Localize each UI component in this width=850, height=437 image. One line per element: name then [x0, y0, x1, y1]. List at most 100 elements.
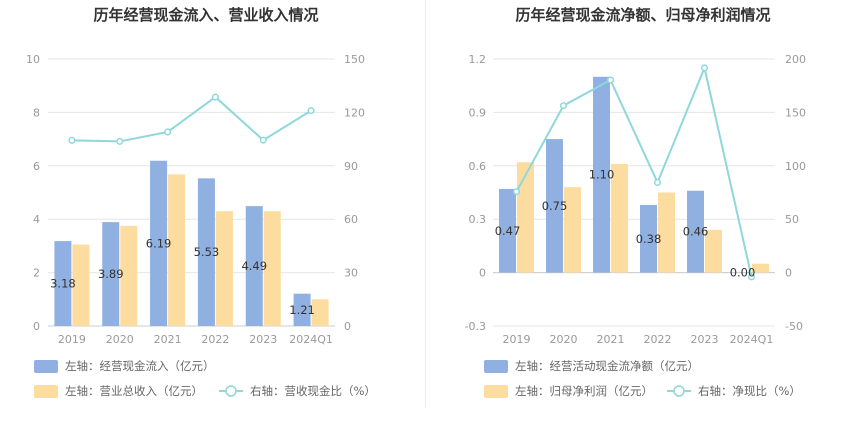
right-y-tick-label: 150	[785, 106, 806, 119]
ratio-line-point	[116, 137, 124, 145]
ratio-line-point	[259, 136, 267, 144]
bar-primary	[687, 190, 704, 273]
bar-secondary	[752, 263, 769, 273]
bar-data-label: 0.75	[542, 199, 568, 213]
left-y-tick-label: 8	[33, 106, 40, 119]
x-tick-label: 2024Q1	[730, 333, 774, 346]
x-tick-label: 2022	[644, 333, 672, 346]
right-y-tick-label: 0	[344, 320, 351, 333]
bar-data-label: 4.49	[241, 259, 267, 273]
ratio-line-point	[68, 136, 76, 144]
ratio-line-point	[559, 102, 568, 110]
bar-secondary	[705, 229, 722, 273]
bar-data-label: 0.38	[636, 232, 662, 246]
bar-primary	[197, 178, 215, 326]
legend-swatch[interactable]	[34, 360, 58, 373]
bar-data-label: 3.89	[98, 267, 124, 281]
x-tick-label: 2020	[106, 333, 134, 346]
bar-secondary	[120, 225, 138, 326]
bar-secondary	[215, 211, 233, 326]
left-y-tick-label: 6	[33, 160, 40, 173]
bar-data-label: 0.46	[683, 225, 709, 239]
chart-title: 历年经营现金流净额、归母净利润情况	[515, 6, 770, 24]
right-y-tick-label: 120	[344, 106, 365, 119]
bar-data-label: 0.00	[730, 266, 756, 280]
ratio-line-point	[606, 76, 615, 84]
bar-primary	[150, 160, 168, 326]
ratio-line-point	[164, 128, 172, 136]
x-tick-label: 2020	[550, 333, 578, 346]
bar-data-label: 1.21	[289, 303, 315, 317]
bar-data-label: 1.10	[589, 168, 615, 182]
x-tick-label: 2019	[503, 333, 531, 346]
ratio-line-point	[747, 273, 756, 281]
bar-data-label: 6.19	[146, 236, 172, 250]
bar-primary	[102, 222, 120, 326]
right-y-tick-label: 150	[344, 53, 365, 66]
bar-data-label: 0.47	[495, 224, 521, 238]
bar-primary	[640, 204, 657, 273]
bar-secondary	[564, 187, 581, 273]
ratio-line-point	[653, 178, 662, 187]
ratio-line-point	[512, 188, 521, 196]
x-tick-label: 2023	[249, 333, 277, 346]
bar-secondary	[611, 164, 628, 273]
bar-primary	[245, 206, 263, 326]
legend-label[interactable]: 左轴：经营现金流入（亿元）	[65, 359, 215, 373]
bar-secondary	[658, 192, 675, 273]
left-y-tick-label: 4	[33, 213, 40, 226]
right-y-tick-label: 200	[785, 53, 806, 66]
legend-swatch[interactable]	[34, 385, 58, 398]
legend-line-marker[interactable]	[673, 385, 685, 397]
ratio-line	[71, 95, 312, 143]
legend-label[interactable]: 左轴：归母净利润（亿元）	[515, 384, 653, 398]
bar-secondary	[263, 211, 281, 326]
left-y-tick-label: -0.3	[465, 320, 486, 333]
bar-secondary	[517, 162, 534, 273]
legend-label[interactable]: 右轴：净现比（%）	[698, 384, 801, 398]
legend-line-marker[interactable]	[225, 385, 237, 397]
left-y-tick-label: 10	[26, 53, 40, 66]
bar-primary	[293, 293, 311, 326]
ratio-line	[515, 64, 753, 278]
right-y-tick-label: 0	[785, 267, 792, 280]
right-y-tick-label: 50	[785, 213, 799, 226]
left-y-tick-label: 1.2	[469, 53, 487, 66]
legend-label[interactable]: 左轴：经营活动现金流净额（亿元）	[515, 359, 699, 373]
right-y-tick-label: -50	[785, 320, 803, 333]
bar-data-label: 5.53	[194, 245, 220, 259]
x-tick-label: 2021	[154, 333, 182, 346]
right-y-tick-label: 60	[344, 213, 358, 226]
x-tick-label: 2019	[58, 333, 86, 346]
x-tick-label: 2023	[691, 333, 719, 346]
ratio-line-point	[307, 107, 315, 115]
legend-swatch[interactable]	[484, 385, 508, 398]
right-y-tick-label: 100	[785, 160, 806, 173]
legend-label[interactable]: 左轴：营业总收入（亿元）	[65, 384, 203, 398]
x-tick-label: 2021	[597, 333, 625, 346]
left-y-tick-label: 2	[33, 267, 40, 280]
bar-primary	[593, 76, 610, 273]
bar-primary	[546, 139, 563, 273]
right-y-tick-label: 90	[344, 160, 358, 173]
legend-label[interactable]: 右轴：营收现金比（%）	[250, 384, 376, 398]
bar-primary	[54, 241, 72, 326]
chart-title: 历年经营现金流入、营业收入情况	[93, 6, 318, 24]
left-y-tick-label: 0.9	[469, 106, 487, 119]
bar-primary	[499, 188, 516, 273]
x-tick-label: 2022	[201, 333, 229, 346]
legend-swatch[interactable]	[484, 360, 508, 373]
left-y-tick-label: 0	[479, 267, 486, 280]
ratio-line-point	[211, 93, 219, 101]
left-y-tick-label: 0.6	[469, 160, 487, 173]
x-tick-label: 2024Q1	[289, 333, 333, 346]
left-y-tick-label: 0.3	[469, 213, 487, 226]
bar-secondary	[168, 174, 186, 326]
right-y-tick-label: 30	[344, 267, 358, 280]
ratio-line-point	[700, 64, 709, 72]
left-y-tick-label: 0	[33, 320, 40, 333]
bar-secondary	[311, 299, 329, 326]
bar-secondary	[72, 244, 90, 326]
